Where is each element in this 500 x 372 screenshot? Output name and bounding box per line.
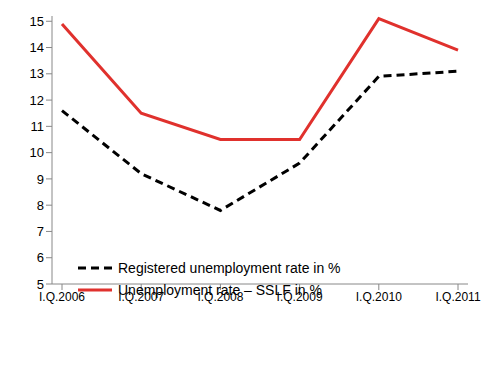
svg-text:I.Q.2011: I.Q.2011 xyxy=(435,290,480,304)
svg-text:11: 11 xyxy=(31,119,45,134)
svg-text:8: 8 xyxy=(37,198,44,213)
svg-text:15: 15 xyxy=(30,14,44,29)
svg-text:13: 13 xyxy=(30,66,44,81)
svg-text:I.Q.2008: I.Q.2008 xyxy=(197,290,243,304)
svg-text:9: 9 xyxy=(37,172,44,187)
svg-text:I.Q.2009: I.Q.2009 xyxy=(277,290,323,304)
svg-text:7: 7 xyxy=(37,224,44,239)
svg-text:5: 5 xyxy=(37,277,44,292)
svg-text:12: 12 xyxy=(30,93,44,108)
svg-text:I.Q.2006: I.Q.2006 xyxy=(39,290,85,304)
svg-text:I.Q.2007: I.Q.2007 xyxy=(118,290,164,304)
svg-text:I.Q.2010: I.Q.2010 xyxy=(356,290,402,304)
svg-text:10: 10 xyxy=(30,145,44,160)
svg-text:6: 6 xyxy=(37,250,44,265)
svg-text:14: 14 xyxy=(30,40,44,55)
